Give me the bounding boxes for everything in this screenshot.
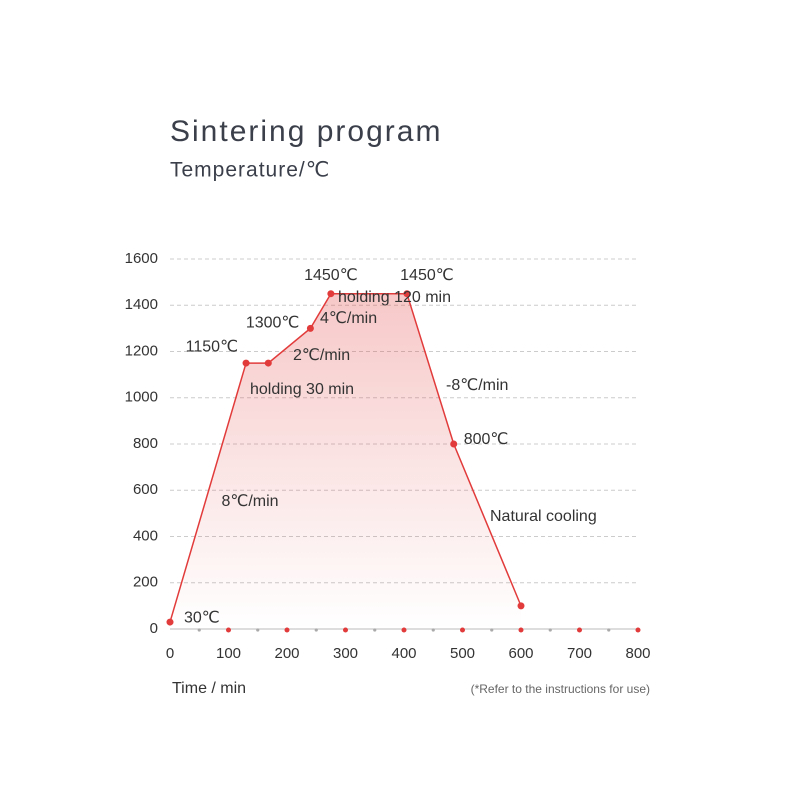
minor-tick bbox=[490, 628, 494, 632]
minor-tick bbox=[607, 628, 611, 632]
x-tick-label: 0 bbox=[166, 645, 174, 662]
footnote: (*Refer to the instructions for use) bbox=[471, 682, 650, 696]
data-label: 1450℃ bbox=[400, 267, 454, 284]
annotation: 2℃/min bbox=[293, 347, 350, 364]
point bbox=[450, 440, 458, 448]
y-tick-label: 200 bbox=[133, 574, 158, 591]
data-label: 30℃ bbox=[184, 609, 220, 626]
x-tick-label: 500 bbox=[450, 645, 475, 662]
y-tick-label: 600 bbox=[133, 481, 158, 498]
x-axis-title: Time / min bbox=[172, 680, 246, 697]
area bbox=[170, 293, 521, 629]
x-tick-dot bbox=[635, 627, 641, 633]
y-tick-label: 1600 bbox=[125, 250, 158, 267]
data-label: 1450℃ bbox=[304, 267, 358, 284]
minor-tick bbox=[256, 628, 260, 632]
minor-tick bbox=[373, 628, 377, 632]
y-tick-label: 1200 bbox=[125, 342, 158, 359]
minor-tick bbox=[548, 628, 552, 632]
x-tick-label: 700 bbox=[567, 645, 592, 662]
annotation: holding 30 min bbox=[250, 381, 354, 398]
data-label: 1300℃ bbox=[246, 315, 300, 332]
point bbox=[517, 602, 525, 610]
annotation: -8℃/min bbox=[446, 377, 508, 394]
annotation: Natural cooling bbox=[490, 508, 597, 525]
x-tick-label: 300 bbox=[333, 645, 358, 662]
data-label: 800℃ bbox=[464, 431, 509, 448]
point bbox=[166, 618, 174, 626]
point bbox=[242, 359, 250, 367]
annotation: holding 120 min bbox=[338, 289, 451, 306]
x-tick-label: 100 bbox=[216, 645, 241, 662]
annotation: 8℃/min bbox=[221, 493, 278, 510]
chart-title: Sintering program bbox=[170, 115, 442, 148]
y-tick-label: 0 bbox=[150, 620, 158, 637]
minor-tick bbox=[314, 628, 318, 632]
x-tick-label: 200 bbox=[274, 645, 299, 662]
x-tick-dot bbox=[577, 627, 582, 633]
y-tick-label: 800 bbox=[133, 435, 158, 452]
y-tick-label: 400 bbox=[133, 527, 158, 544]
y-tick-label: 1000 bbox=[125, 389, 158, 406]
annotation: 4℃/min bbox=[320, 310, 377, 327]
x-tick-label: 400 bbox=[391, 645, 416, 662]
x-tick-label: 600 bbox=[508, 645, 533, 662]
line bbox=[169, 292, 522, 623]
point bbox=[306, 324, 314, 332]
point bbox=[264, 359, 272, 367]
minor-tick bbox=[197, 628, 201, 632]
minor-tick bbox=[431, 628, 435, 632]
y-axis-title: Temperature/℃ bbox=[170, 159, 330, 182]
point bbox=[403, 290, 411, 298]
y-tick-label: 1400 bbox=[125, 296, 158, 313]
point bbox=[327, 290, 335, 298]
x-tick-label: 800 bbox=[625, 645, 650, 662]
data-label: 1150℃ bbox=[186, 338, 238, 355]
